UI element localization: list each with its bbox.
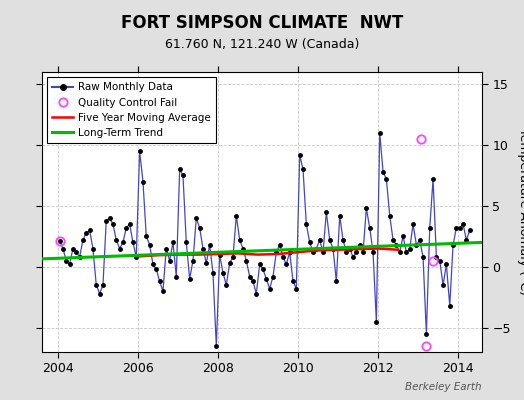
- Text: 61.760 N, 121.240 W (Canada): 61.760 N, 121.240 W (Canada): [165, 38, 359, 51]
- Legend: Raw Monthly Data, Quality Control Fail, Five Year Moving Average, Long-Term Tren: Raw Monthly Data, Quality Control Fail, …: [47, 77, 216, 143]
- Text: FORT SIMPSON CLIMATE  NWT: FORT SIMPSON CLIMATE NWT: [121, 14, 403, 32]
- Y-axis label: Temperature Anomaly (°C): Temperature Anomaly (°C): [517, 128, 524, 296]
- Text: Berkeley Earth: Berkeley Earth: [406, 382, 482, 392]
